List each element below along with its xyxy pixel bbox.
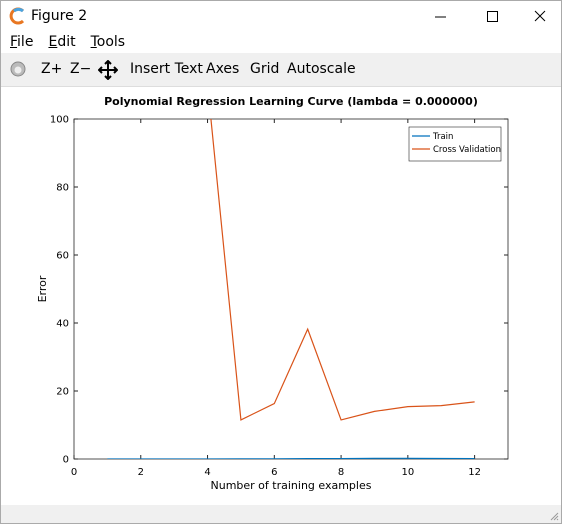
legend-label: Train xyxy=(432,132,453,142)
menu-item[interactable]: File xyxy=(10,34,34,50)
y-tick-label: 80 xyxy=(56,183,69,194)
window-title: Figure 2 xyxy=(31,8,88,24)
legend-box xyxy=(408,126,502,162)
legend-label: Cross Validation xyxy=(433,145,501,155)
chart-title: Polynomial Regression Learning Curve (la… xyxy=(104,95,478,108)
x-tick-label: 8 xyxy=(338,467,344,478)
rotate-icon[interactable] xyxy=(9,60,27,78)
status-bar xyxy=(1,505,561,523)
toolbar: Z+ Z− Insert Text Axes Grid Autoscale xyxy=(1,53,561,87)
y-axis-label: Error xyxy=(36,275,49,302)
toolbar-button[interactable]: Autoscale xyxy=(287,61,356,77)
menu-item[interactable]: Tools xyxy=(90,34,126,50)
y-tick-label: 40 xyxy=(56,319,69,330)
app-icon xyxy=(9,7,25,25)
toolbar-button[interactable]: Axes xyxy=(206,61,240,77)
plot-lines xyxy=(107,119,475,459)
plot-area: Polynomial Regression Learning Curve (la… xyxy=(1,87,561,505)
toolbar-button[interactable]: Z− xyxy=(70,61,92,77)
chart: Polynomial Regression Learning Curve (la… xyxy=(36,95,509,492)
x-tick-label: 0 xyxy=(71,467,77,478)
y-tick-label: 100 xyxy=(50,115,69,126)
y-tick-label: 0 xyxy=(63,455,69,466)
menu-bar: File Edit Tools xyxy=(1,31,561,53)
x-tick-label: 4 xyxy=(204,467,210,478)
toolbar-button[interactable]: Z+ xyxy=(41,61,63,77)
x-tick-label: 12 xyxy=(468,467,481,478)
series-line xyxy=(107,457,475,459)
x-tick-label: 2 xyxy=(138,467,144,478)
x-tick-label: 10 xyxy=(401,467,414,478)
x-axis-label: Number of training examples xyxy=(211,479,372,492)
axes-box xyxy=(73,118,509,460)
title-bar: Figure 2 xyxy=(1,1,561,31)
series-line xyxy=(210,119,475,421)
menu-item[interactable]: Edit xyxy=(48,34,76,50)
y-tick-label: 20 xyxy=(56,387,69,398)
pan-icon[interactable] xyxy=(98,60,118,80)
resize-grip xyxy=(550,512,559,521)
window-controls[interactable] xyxy=(431,7,556,25)
toolbar-button[interactable]: Insert Text xyxy=(130,61,203,77)
x-tick-label: 6 xyxy=(271,467,277,478)
toolbar-button[interactable]: Grid xyxy=(250,61,280,77)
y-tick-label: 60 xyxy=(56,251,69,262)
